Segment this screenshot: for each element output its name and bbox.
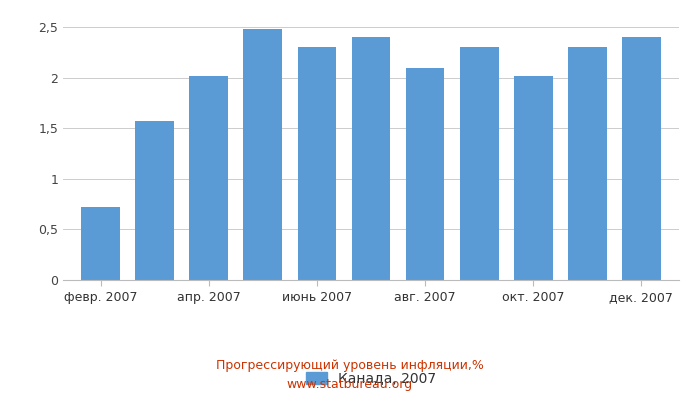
- Bar: [405, 68, 444, 280]
- Bar: [622, 37, 661, 280]
- Bar: [135, 121, 174, 280]
- Bar: [514, 76, 552, 280]
- Bar: [460, 47, 498, 280]
- Bar: [190, 76, 228, 280]
- Bar: [351, 37, 391, 280]
- Bar: [244, 29, 282, 280]
- Text: Прогрессирующий уровень инфляции,%: Прогрессирующий уровень инфляции,%: [216, 360, 484, 372]
- Bar: [298, 47, 337, 280]
- Text: www.statbureau.org: www.statbureau.org: [287, 378, 413, 391]
- Bar: [81, 207, 120, 280]
- Bar: [568, 47, 607, 280]
- Legend: Канада, 2007: Канада, 2007: [306, 372, 436, 386]
